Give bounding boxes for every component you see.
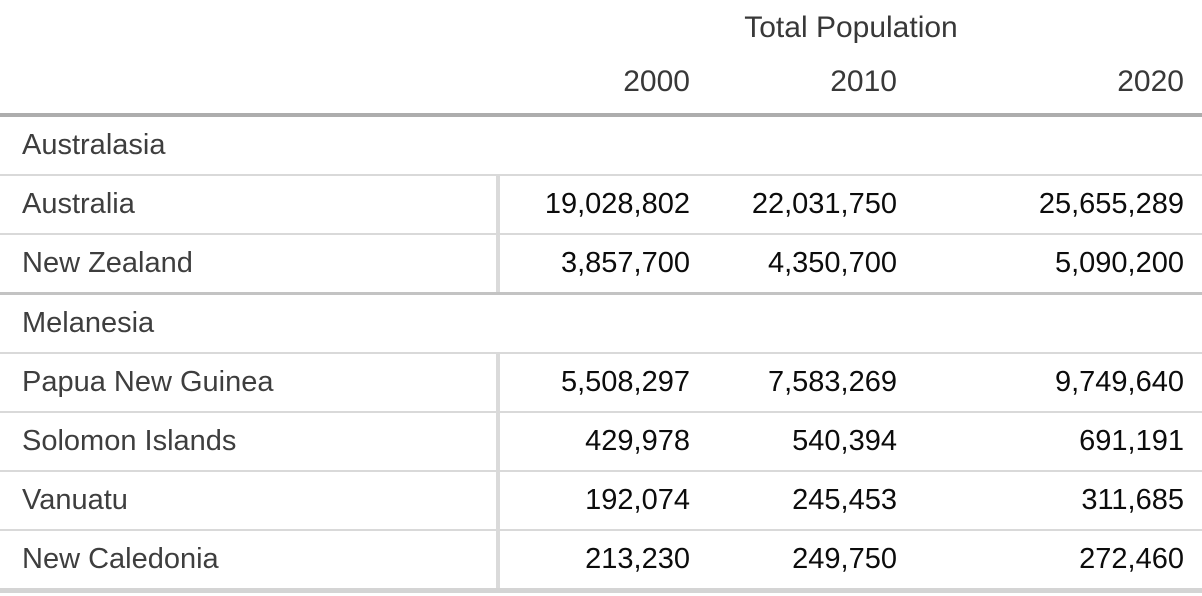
table-row-australia: Australia 19,028,802 22,031,750 25,655,2… — [0, 174, 1202, 233]
table-body: Australasia Australia 19,028,802 22,031,… — [0, 113, 1202, 593]
table-row-new-zealand: New Zealand 3,857,700 4,350,700 5,090,20… — [0, 233, 1202, 292]
table-row-vanuatu: Vanuatu 192,074 245,453 311,685 — [0, 470, 1202, 529]
cell-2020: 9,749,640 — [1054, 366, 1184, 398]
cell-2020: 691,191 — [1079, 425, 1184, 457]
cell-2000: 5,508,297 — [560, 366, 690, 398]
row-label: Solomon Islands — [0, 413, 500, 470]
section-label: Melanesia — [22, 307, 155, 339]
year-header-2020: 2020 — [1117, 64, 1184, 98]
cell-2000: 3,857,700 — [560, 247, 690, 279]
cell-2020: 272,460 — [1079, 543, 1184, 575]
cell-2010: 4,350,700 — [767, 247, 897, 279]
cell-2010: 245,453 — [792, 484, 897, 516]
cell-2010: 540,394 — [792, 425, 897, 457]
row-label: Australia — [0, 176, 500, 233]
row-label: New Caledonia — [0, 531, 500, 588]
table-row-new-caledonia: New Caledonia 213,230 249,750 272,460 — [0, 529, 1202, 588]
cell-2020: 311,685 — [1081, 484, 1184, 516]
cell-2000: 19,028,802 — [544, 188, 690, 220]
year-header-row: 2000 2010 2020 — [0, 50, 1202, 113]
cell-2000: 213,230 — [585, 543, 690, 575]
table-row-papua-new-guinea: Papua New Guinea 5,508,297 7,583,269 9,7… — [0, 352, 1202, 411]
cell-2020: 5,090,200 — [1054, 247, 1184, 279]
table-header: Total Population — [0, 0, 1202, 50]
section-header-melanesia: Melanesia — [0, 292, 1202, 352]
cell-2010: 22,031,750 — [751, 188, 897, 220]
cell-2000: 192,074 — [585, 484, 690, 516]
cell-2020: 25,655,289 — [1038, 188, 1184, 220]
cell-2010: 249,750 — [792, 543, 897, 575]
year-header-2010: 2010 — [830, 64, 897, 98]
row-label: Vanuatu — [0, 472, 500, 529]
row-label: New Zealand — [0, 235, 500, 292]
table-row-solomon-islands: Solomon Islands 429,978 540,394 691,191 — [0, 411, 1202, 470]
cell-2010: 7,583,269 — [767, 366, 897, 398]
section-label: Australasia — [22, 129, 166, 161]
table-title: Total Population — [744, 11, 958, 44]
section-header-australasia: Australasia — [0, 117, 1202, 174]
year-header-2000: 2000 — [623, 64, 690, 98]
cell-2000: 429,978 — [585, 425, 690, 457]
row-label: Papua New Guinea — [0, 354, 500, 411]
